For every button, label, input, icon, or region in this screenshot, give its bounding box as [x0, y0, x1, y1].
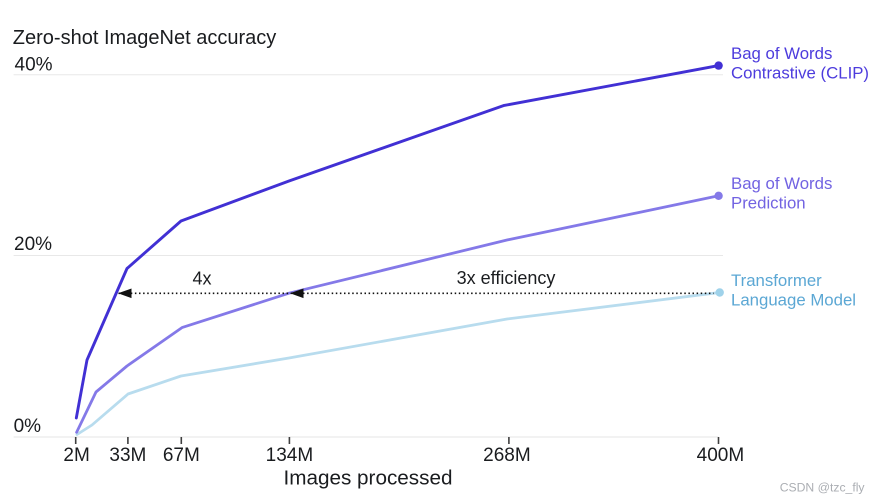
svg-text:3x efficiency: 3x efficiency: [457, 268, 556, 288]
svg-text:4x: 4x: [192, 269, 211, 289]
svg-text:Language Model: Language Model: [731, 290, 856, 309]
svg-text:Bag of Words: Bag of Words: [731, 174, 832, 193]
svg-text:40%: 40%: [15, 55, 53, 76]
svg-text:20%: 20%: [14, 234, 52, 255]
svg-text:Bag of Words: Bag of Words: [731, 44, 832, 63]
svg-text:CSDN @tzc_fly: CSDN @tzc_fly: [780, 480, 866, 494]
svg-text:Transformer: Transformer: [731, 271, 822, 290]
svg-text:2M: 2M: [63, 445, 89, 466]
svg-text:134M: 134M: [266, 445, 314, 466]
svg-text:Contrastive (CLIP): Contrastive (CLIP): [731, 63, 869, 82]
svg-text:Images processed: Images processed: [283, 467, 452, 490]
svg-text:Zero-shot ImageNet accuracy: Zero-shot ImageNet accuracy: [13, 27, 276, 49]
svg-text:400M: 400M: [697, 445, 745, 466]
svg-text:268M: 268M: [483, 445, 531, 466]
svg-text:Prediction: Prediction: [731, 193, 806, 212]
svg-text:67M: 67M: [163, 445, 200, 466]
svg-text:0%: 0%: [14, 416, 42, 437]
svg-text:33M: 33M: [109, 445, 146, 466]
